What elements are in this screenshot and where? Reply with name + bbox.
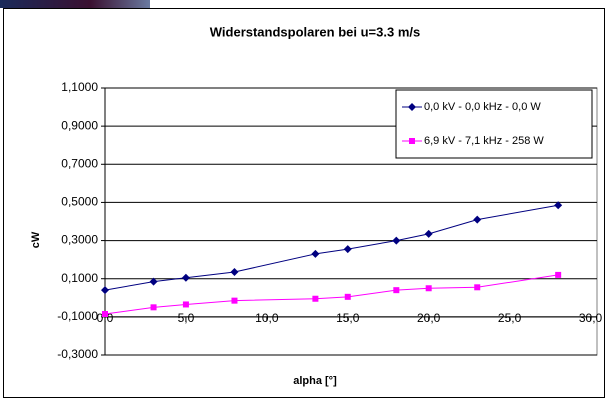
x-tick-label: 25,0 — [498, 311, 522, 325]
data-point — [474, 284, 480, 290]
chart-title: Widerstandspolaren bei u=3.3 m/s — [210, 24, 420, 39]
x-tick-label: 10,0 — [255, 311, 279, 325]
data-point — [426, 285, 432, 291]
data-point — [555, 272, 561, 278]
legend: 0,0 kV - 0,0 kHz - 0,0 W 6,9 kV - 7,1 kHz… — [396, 90, 592, 158]
y-tick-label: 0,3000 — [61, 233, 98, 247]
plot-area: -0,3000 -0,1000 0,1000 0,3000 0,5000 0,7000 0,… — [57, 80, 602, 361]
y-axis-label: cW — [30, 231, 42, 248]
x-tick-label: 15,0 — [336, 311, 360, 325]
data-point — [231, 298, 237, 304]
x-axis-label: alpha [°] — [293, 375, 337, 387]
x-tick-label: 30,0 — [579, 311, 603, 325]
legend-swatch — [409, 138, 415, 144]
data-point — [345, 294, 351, 300]
chart: Widerstandspolaren bei u=3.3 m/s alpha [… — [0, 0, 609, 401]
data-point — [102, 311, 108, 317]
legend-label: 0,0 kV - 0,0 kHz - 0,0 W — [424, 101, 541, 113]
x-tick-label: 20,0 — [417, 311, 441, 325]
data-point — [393, 287, 399, 293]
y-tick-label: 1,1000 — [61, 80, 98, 94]
data-point — [151, 304, 157, 310]
y-tick-label: 0,9000 — [61, 118, 98, 132]
data-point — [312, 296, 318, 302]
y-tick-label: 0,7000 — [61, 156, 98, 170]
page: {"chart_data": {"type": "scatter", "titl… — [0, 0, 609, 401]
y-tick-label: 0,1000 — [61, 271, 98, 285]
x-tick-label: 5,0 — [178, 311, 195, 325]
legend-label: 6,9 kV - 7,1 kHz - 258 W — [424, 135, 544, 147]
y-tick-label: 0,5000 — [61, 195, 98, 209]
y-tick-label: -0,1000 — [57, 309, 98, 323]
header-image-fragment — [0, 0, 150, 8]
data-point — [183, 301, 189, 307]
y-tick-label: -0,3000 — [57, 347, 98, 361]
